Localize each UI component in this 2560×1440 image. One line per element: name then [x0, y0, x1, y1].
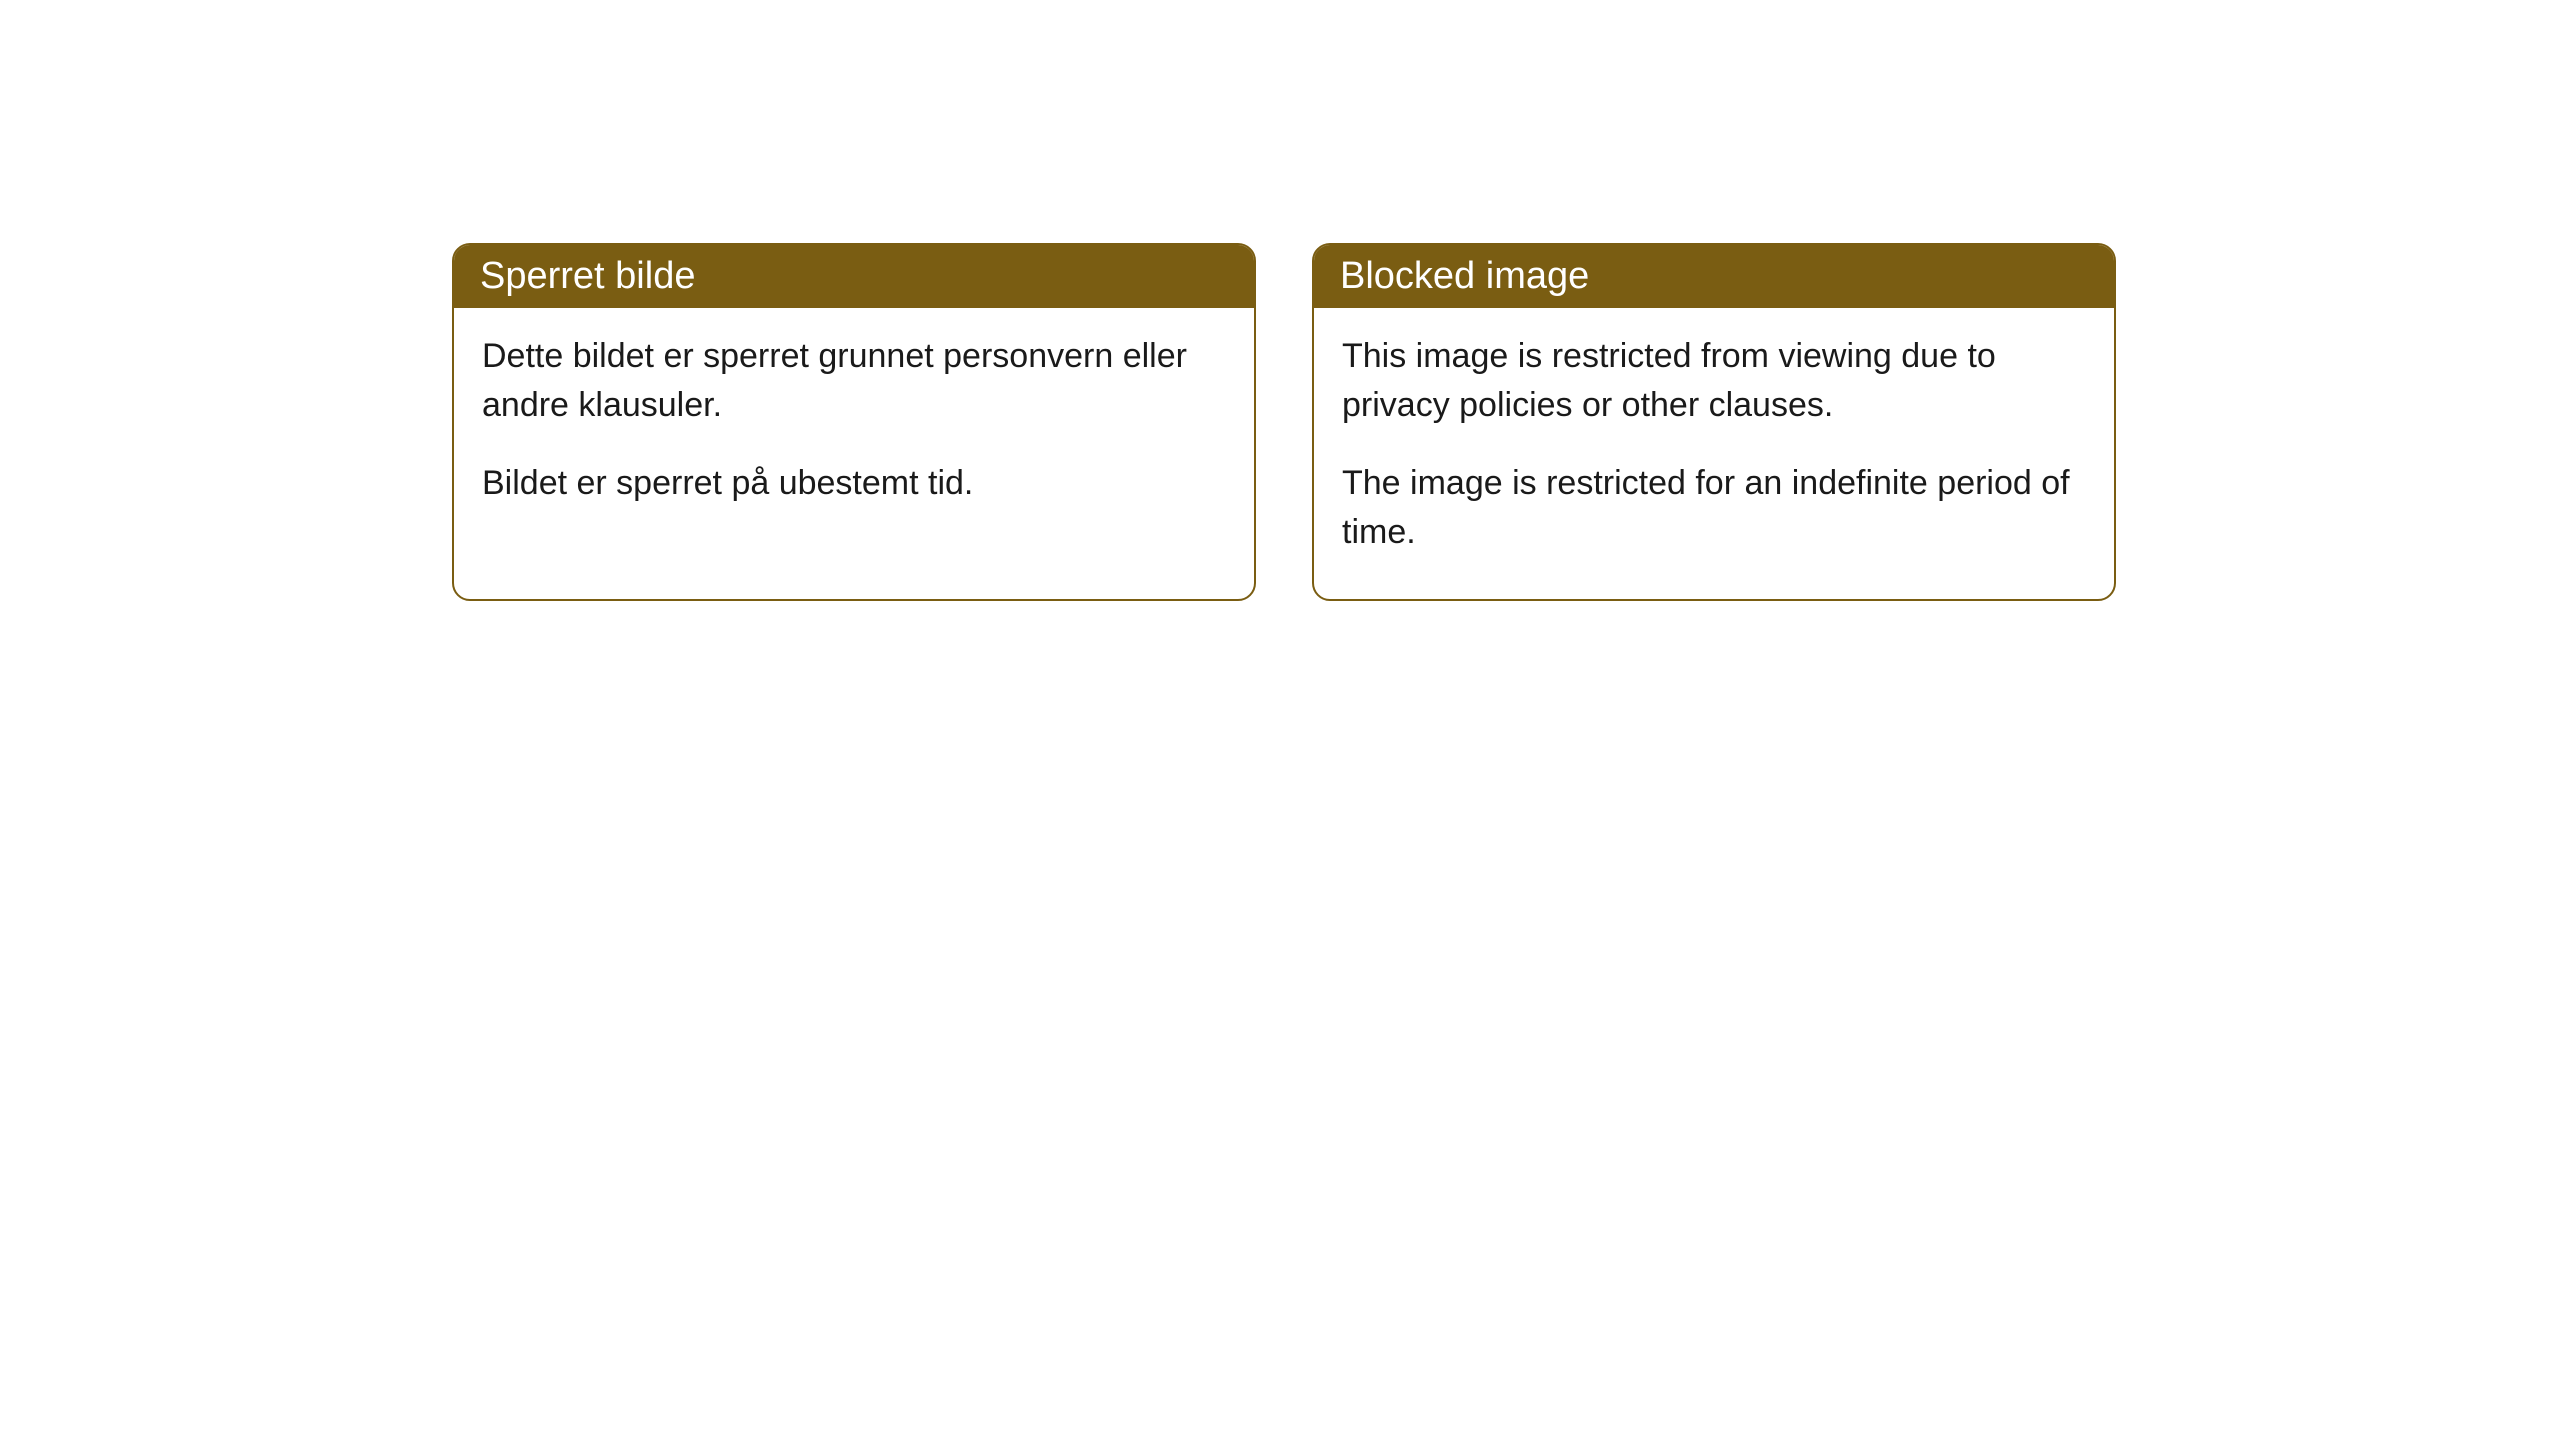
card-paragraph: Dette bildet er sperret grunnet personve… [482, 332, 1226, 431]
card-body-english: This image is restricted from viewing du… [1314, 308, 2114, 599]
card-paragraph: The image is restricted for an indefinit… [1342, 459, 2086, 558]
card-norwegian: Sperret bilde Dette bildet er sperret gr… [452, 243, 1256, 601]
card-body-norwegian: Dette bildet er sperret grunnet personve… [454, 308, 1254, 550]
cards-container: Sperret bilde Dette bildet er sperret gr… [452, 243, 2116, 601]
card-paragraph: Bildet er sperret på ubestemt tid. [482, 459, 1226, 508]
card-header-norwegian: Sperret bilde [454, 245, 1254, 308]
card-paragraph: This image is restricted from viewing du… [1342, 332, 2086, 431]
card-header-english: Blocked image [1314, 245, 2114, 308]
card-english: Blocked image This image is restricted f… [1312, 243, 2116, 601]
